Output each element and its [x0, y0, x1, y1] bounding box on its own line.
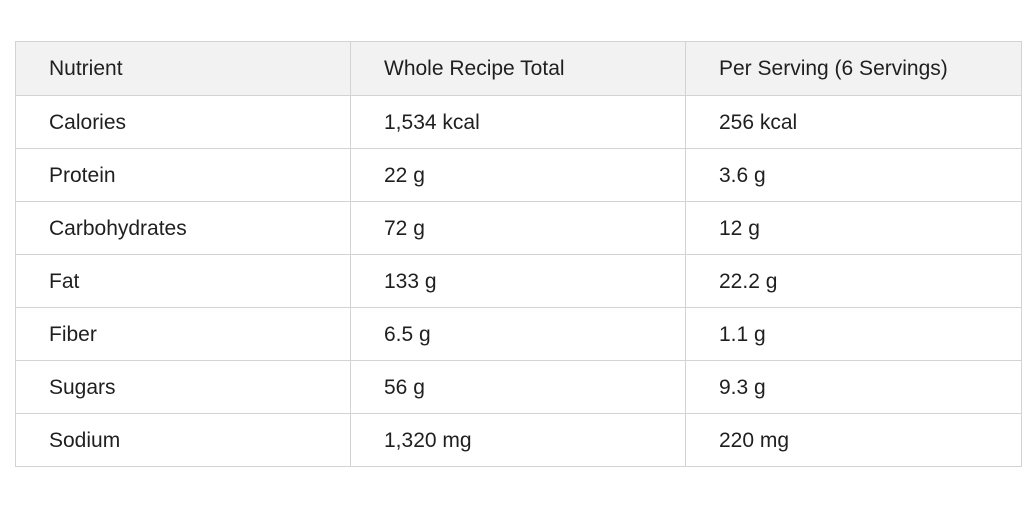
- whole-recipe-total-cell: 1,534 kcal: [350, 95, 686, 149]
- whole-recipe-total-cell: 1,320 mg: [350, 413, 686, 467]
- per-serving-cell: 256 kcal: [685, 95, 1022, 149]
- table-row: Fiber 6.5 g 1.1 g: [15, 307, 1022, 361]
- per-serving-cell: 3.6 g: [685, 148, 1022, 202]
- table-body: Calories 1,534 kcal 256 kcal Protein 22 …: [15, 95, 1022, 467]
- nutrition-table: Nutrient Whole Recipe Total Per Serving …: [15, 41, 1022, 467]
- table-row: Fat 133 g 22.2 g: [15, 254, 1022, 308]
- header-row: Nutrient Whole Recipe Total Per Serving …: [15, 41, 1022, 96]
- per-serving-cell: 220 mg: [685, 413, 1022, 467]
- table-row: Protein 22 g 3.6 g: [15, 148, 1022, 202]
- nutrient-cell: Sugars: [15, 360, 351, 414]
- table-row: Carbohydrates 72 g 12 g: [15, 201, 1022, 255]
- per-serving-cell: 9.3 g: [685, 360, 1022, 414]
- column-header-whole-recipe-total: Whole Recipe Total: [350, 41, 686, 96]
- column-header-nutrient: Nutrient: [15, 41, 351, 96]
- per-serving-cell: 12 g: [685, 201, 1022, 255]
- nutrient-cell: Sodium: [15, 413, 351, 467]
- table-row: Sugars 56 g 9.3 g: [15, 360, 1022, 414]
- table-row: Calories 1,534 kcal 256 kcal: [15, 95, 1022, 149]
- nutrient-cell: Carbohydrates: [15, 201, 351, 255]
- nutrient-cell: Calories: [15, 95, 351, 149]
- table-row: Sodium 1,320 mg 220 mg: [15, 413, 1022, 467]
- nutrient-cell: Protein: [15, 148, 351, 202]
- whole-recipe-total-cell: 72 g: [350, 201, 686, 255]
- column-header-per-serving: Per Serving (6 Servings): [685, 41, 1022, 96]
- nutrient-cell: Fiber: [15, 307, 351, 361]
- table-header: Nutrient Whole Recipe Total Per Serving …: [15, 41, 1022, 96]
- whole-recipe-total-cell: 6.5 g: [350, 307, 686, 361]
- whole-recipe-total-cell: 133 g: [350, 254, 686, 308]
- per-serving-cell: 22.2 g: [685, 254, 1022, 308]
- whole-recipe-total-cell: 22 g: [350, 148, 686, 202]
- per-serving-cell: 1.1 g: [685, 307, 1022, 361]
- whole-recipe-total-cell: 56 g: [350, 360, 686, 414]
- nutrient-cell: Fat: [15, 254, 351, 308]
